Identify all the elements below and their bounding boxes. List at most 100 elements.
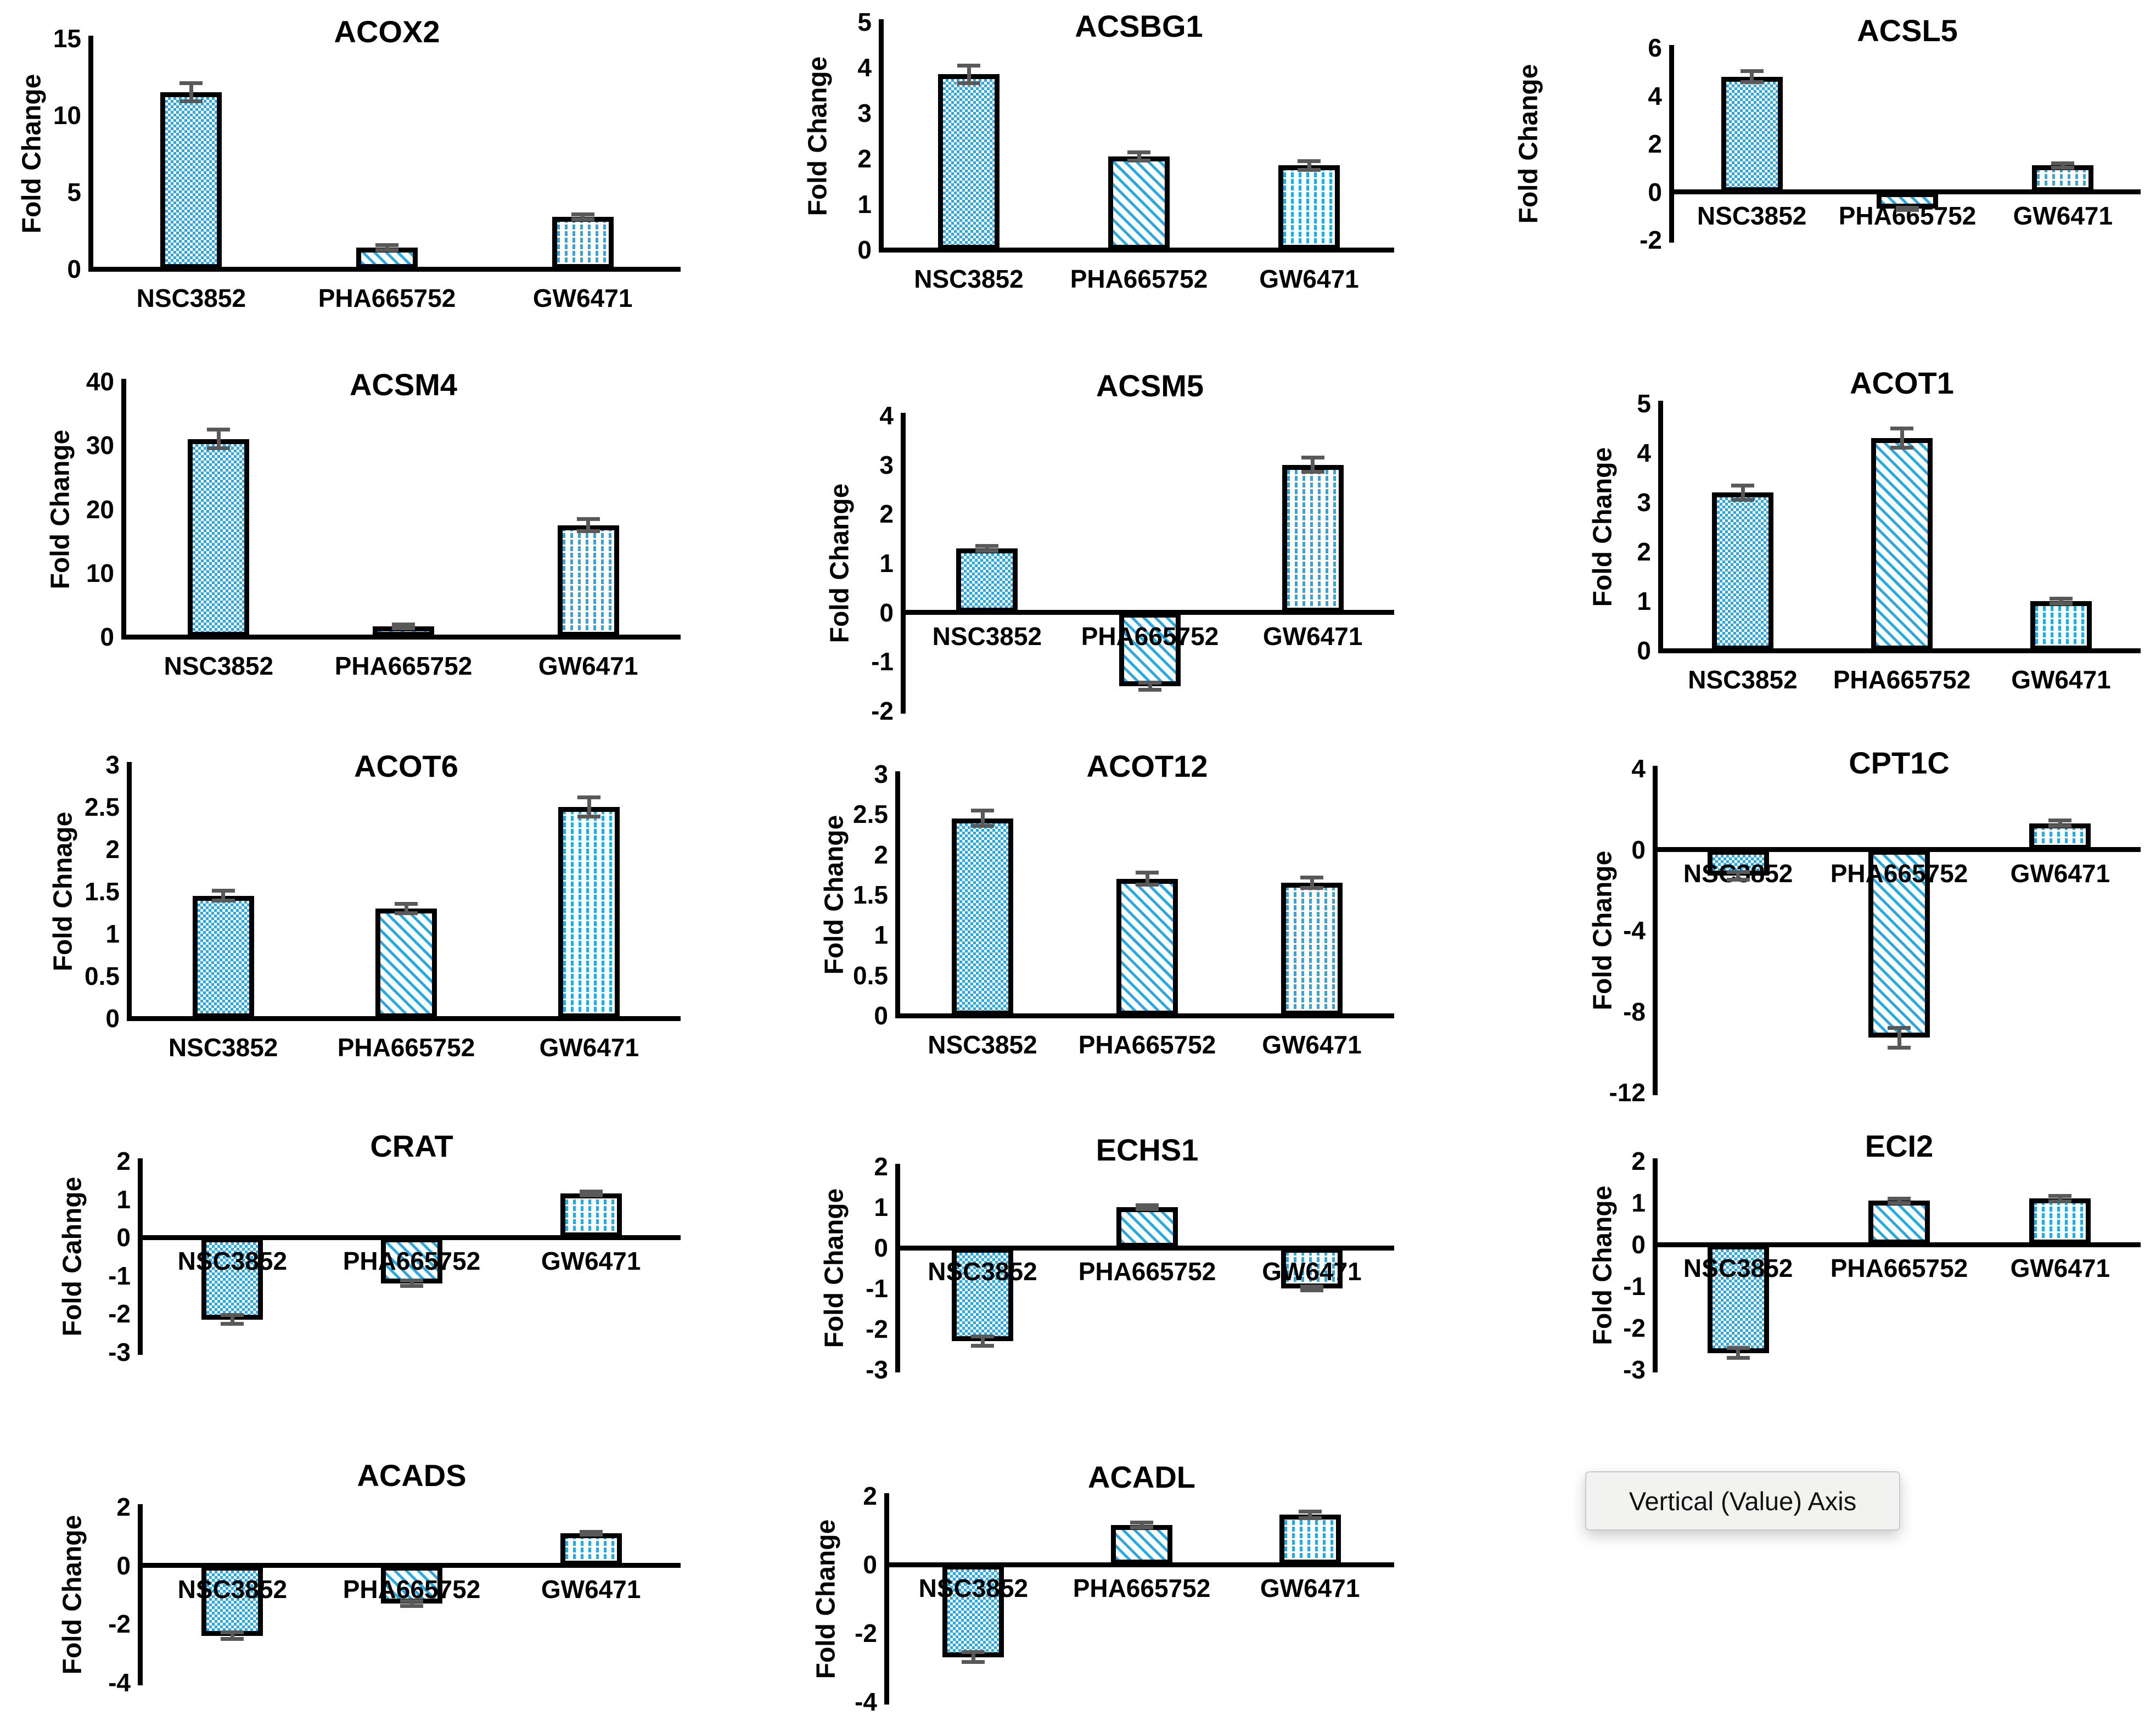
error-bar-cap	[577, 795, 601, 799]
bar-nsc3852[interactable]	[952, 818, 1013, 1016]
y-tick-label: 6	[1648, 33, 1662, 62]
y-tick-label: -2	[108, 1299, 131, 1328]
category-label: PHA665752	[1081, 621, 1219, 651]
y-tick-label: 4	[879, 401, 894, 430]
y-tick-label: -2	[855, 1619, 877, 1647]
chart-acot12[interactable]: ACOT12 Fold Change 0 0.5 1 1.5 2 2.5 3 NSC3852 PHA…	[725, 738, 1411, 1095]
chart-acsm5[interactable]: ACSM5 Fold Change -2 -1 0 1 2 3 4 NSC3852 PHA66575…	[725, 357, 1411, 725]
bar-pha665752[interactable]	[1871, 438, 1933, 651]
category-label: NSC3852	[928, 1257, 1037, 1286]
error-bar-cap	[971, 1344, 994, 1348]
bar-gw6471[interactable]	[1281, 883, 1343, 1016]
bar-nsc3852[interactable]	[192, 895, 254, 1018]
y-tick-label: 10	[86, 558, 114, 587]
bar-pha665752[interactable]	[1119, 612, 1181, 687]
error-bar-cap	[1890, 446, 1913, 450]
y-tick-label: 2	[879, 500, 894, 529]
x-axis-line	[895, 1245, 1394, 1251]
y-tick-label: 0	[874, 1234, 888, 1262]
bar-nsc3852[interactable]	[1712, 492, 1773, 651]
error-bar	[1139, 1522, 1144, 1528]
y-tick-label: 0	[857, 236, 872, 264]
bar-gw6471[interactable]	[1279, 1515, 1341, 1565]
bar-nsc3852[interactable]	[188, 439, 250, 637]
y-tick-label: 10	[53, 101, 81, 130]
error-bar-cap	[395, 901, 418, 906]
y-tick-label: -3	[108, 1338, 131, 1366]
chart-acot1[interactable]: ACOT1 Fold Change 0 1 2 3 4 5 NSC3852 PHA665752 GW…	[1444, 357, 2149, 719]
chart-acsbg1[interactable]: ACSBG1 Fold Change 0 1 2 3 4 5 NSC3852 PHA665752 G…	[725, 3, 1411, 349]
category-label: PHA665752	[1078, 1257, 1216, 1286]
category-label: GW6471	[1260, 1574, 1360, 1602]
chart-title: ACOT12	[1086, 749, 1208, 783]
y-axis-line	[879, 19, 884, 253]
y-tick-label: 15	[53, 24, 81, 53]
category-label: GW6471	[538, 652, 638, 680]
x-axis-line	[1658, 648, 2141, 653]
bar-pha665752[interactable]	[1111, 1525, 1172, 1565]
bar-pha665752[interactable]	[1868, 849, 1930, 1038]
chart-acsm4[interactable]: ACSM4 Fold Change 0 10 20 30 40 NSC3852 PHA66575…	[11, 357, 697, 719]
chart-acox2[interactable]: ACOX2 Fold Change 0 5 10 15 NSC3852 PHA665752 GW…	[11, 8, 697, 349]
error-bar-cap	[576, 517, 600, 521]
chart-acsl5[interactable]: ACSL5 Fold Change -2 0 2 4 6 NSC3852 PHA665752 GW…	[1444, 3, 2149, 349]
bar-gw6471[interactable]	[1282, 464, 1344, 613]
error-bar-cap	[221, 1313, 244, 1318]
y-tick-label: 4	[1648, 81, 1662, 110]
category-label: PHA665752	[1078, 1030, 1216, 1059]
bar-nsc3852[interactable]	[201, 1237, 263, 1320]
bar-pha665752[interactable]	[1116, 1207, 1178, 1248]
bar-gw6471[interactable]	[1281, 1248, 1343, 1288]
chart-acads[interactable]: ACADS Fold Change -4 -2 0 2 NSC3852 PHA665752 GW…	[11, 1444, 697, 1718]
category-label: GW6471	[539, 1033, 639, 1062]
chart-acot6[interactable]: ACOT6 Fold Chnage 0 0.5 1 1.5 2 2.5 3 NSC3852 PHA6…	[11, 738, 697, 1095]
bar-nsc3852[interactable]	[942, 1565, 1004, 1657]
error-bar-cap	[392, 623, 415, 627]
bar-pha665752[interactable]	[375, 908, 437, 1018]
category-label: GW6471	[1259, 265, 1359, 293]
bar-pha665752[interactable]	[1116, 878, 1178, 1016]
chart-crat[interactable]: CRAT Fold Cahnge -3 -2 -1 0 1 2 NSC3852 PHA665752…	[11, 1120, 697, 1433]
category-label: NSC3852	[928, 1030, 1037, 1059]
bar-gw6471[interactable]	[2029, 1198, 2091, 1244]
error-bar-cap	[971, 1335, 994, 1339]
y-tick-label: 3	[857, 99, 872, 127]
error-bar	[409, 1280, 414, 1287]
y-axis-label: Fold Change	[1588, 447, 1618, 607]
y-axis-line	[895, 771, 900, 1018]
bar-gw6471[interactable]	[560, 1193, 622, 1238]
bar-nsc3852[interactable]	[938, 74, 1000, 250]
y-tick-label: 1.5	[85, 877, 120, 906]
bar-nsc3852[interactable]	[1721, 76, 1783, 192]
y-tick-label: 0	[879, 598, 894, 627]
x-axis-line	[138, 1563, 681, 1568]
error-bar-cap	[2048, 1199, 2072, 1203]
bar-gw6471[interactable]	[557, 525, 619, 637]
bar-nsc3852[interactable]	[160, 92, 222, 269]
chart-echs1[interactable]: ECHS1 Fold Change -3 -2 -1 0 1 2 NSC3852 PHA66575…	[725, 1120, 1411, 1433]
bar-gw6471[interactable]	[1278, 165, 1340, 250]
bar-gw6471[interactable]	[558, 807, 620, 1018]
error-bar-cap	[1298, 159, 1321, 164]
error-bar	[2059, 598, 2063, 604]
y-tick-label: 0	[1648, 177, 1662, 206]
bar-nsc3852[interactable]	[956, 548, 1018, 613]
bar-gw6471[interactable]	[560, 1533, 622, 1566]
bar-gw6471[interactable]	[2030, 601, 2092, 651]
y-axis-label: Fold Change	[811, 1519, 841, 1679]
category-label: NSC3852	[168, 1033, 278, 1062]
error-bar-cap	[1138, 688, 1161, 692]
bar-gw6471[interactable]	[552, 216, 614, 269]
error-bar-cap	[2048, 824, 2072, 828]
category-label: PHA665752	[1070, 265, 1208, 293]
category-label: GW6471	[1262, 1030, 1362, 1059]
error-bar	[1736, 1348, 1740, 1358]
bar-nsc3852[interactable]	[1707, 1244, 1769, 1353]
chart-eci2[interactable]: ECI2 Fold Change -3 -2 -1 0 1 2 NSC3852 PHA665752…	[1444, 1120, 2149, 1433]
bar-pha665752[interactable]	[381, 1565, 442, 1604]
chart-acadl[interactable]: ACADL Fold Change -4 -2 0 2 NSC3852 PHA665752 GW…	[725, 1444, 1411, 1721]
error-bar	[980, 1336, 985, 1347]
bar-pha665752[interactable]	[1868, 1201, 1930, 1244]
bar-pha665752[interactable]	[1108, 156, 1170, 250]
